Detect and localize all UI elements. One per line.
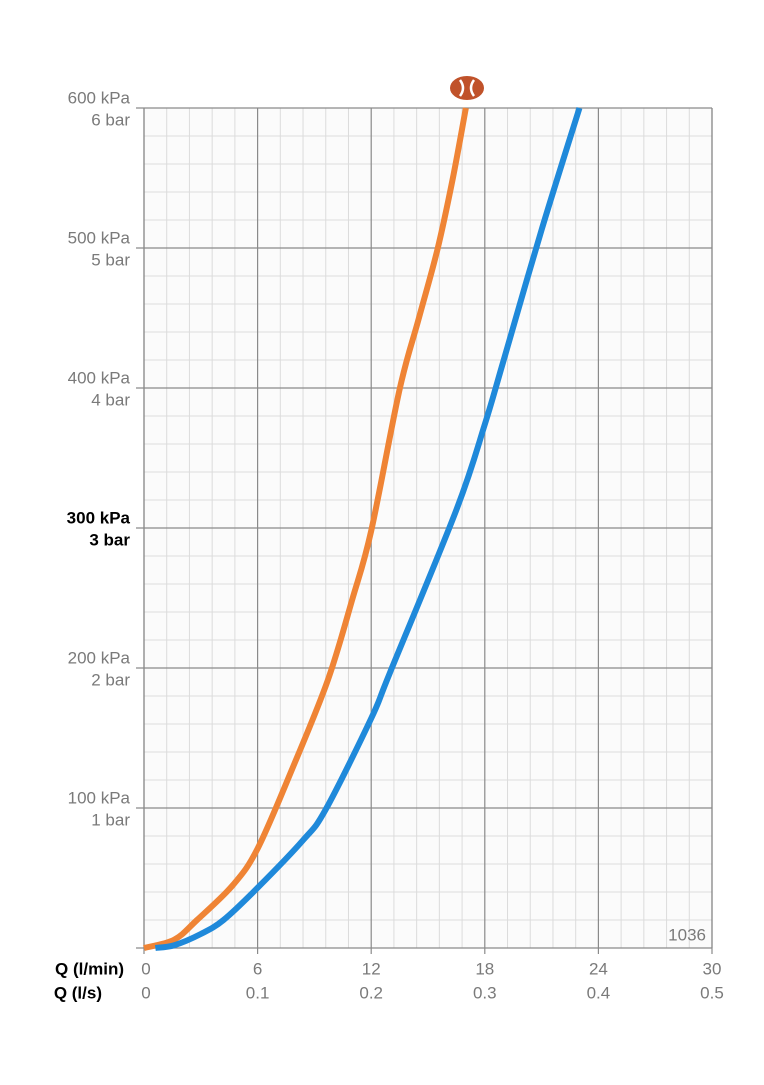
annotation: 1036 — [668, 925, 706, 944]
y-tick-label: 200 kPa — [68, 648, 131, 667]
y2-tick-label: 5 bar — [91, 250, 130, 269]
x-tick-label: 0 — [141, 959, 150, 978]
x2-tick-label: 0 — [141, 983, 150, 1002]
x-axis-label: Q (l/min) — [55, 959, 124, 978]
y2-tick-label: 4 bar — [91, 390, 130, 409]
y-tick-label: 600 kPa — [68, 88, 131, 107]
y2-tick-label: 6 bar — [91, 110, 130, 129]
y2-tick-label: 1 bar — [91, 810, 130, 829]
flow-icon — [450, 76, 484, 100]
x2-tick-label: 0.4 — [587, 983, 611, 1002]
grid — [136, 107, 713, 954]
lines — [143, 107, 583, 951]
x2-tick-label: 0.2 — [359, 983, 383, 1002]
y2-tick-label: 2 bar — [91, 670, 130, 689]
y-tick-label: 500 kPa — [68, 228, 131, 247]
flow-curve — [143, 107, 469, 951]
y2-tick-label: 3 bar — [89, 530, 130, 549]
y-tick-label: 100 kPa — [68, 788, 131, 807]
x2-tick-label: 0.1 — [246, 983, 270, 1002]
x2-tick-label: 0.3 — [473, 983, 497, 1002]
x-tick-label: 30 — [703, 959, 722, 978]
x-tick-label: 6 — [253, 959, 262, 978]
x-tick-label: 24 — [589, 959, 608, 978]
x2-tick-label: 0.5 — [700, 983, 724, 1002]
x-tick-label: 18 — [475, 959, 494, 978]
x2-axis-label: Q (l/s) — [54, 983, 102, 1002]
x-tick-label: 12 — [362, 959, 381, 978]
y-tick-label: 300 kPa — [67, 508, 131, 527]
y-tick-label: 400 kPa — [68, 368, 131, 387]
flow-curve — [154, 107, 583, 951]
